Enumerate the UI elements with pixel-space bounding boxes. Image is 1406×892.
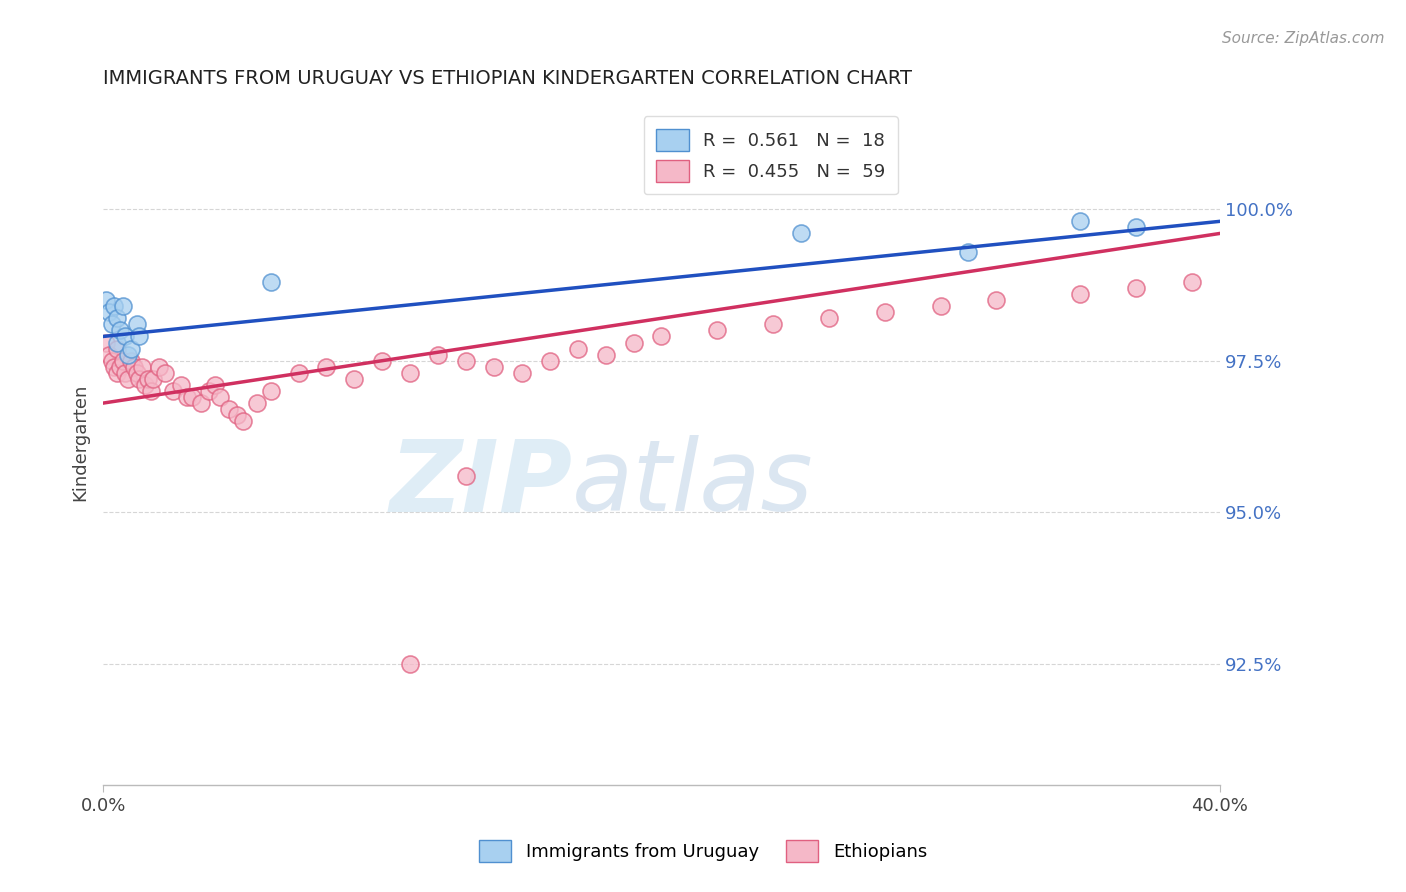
Point — [125, 318, 148, 332]
Point — [100, 353, 122, 368]
Point — [117, 372, 139, 386]
Legend: Immigrants from Uruguay, Ethiopians: Immigrants from Uruguay, Ethiopians — [471, 833, 935, 870]
Legend: R =  0.561   N =  18, R =  0.455   N =  59: R = 0.561 N = 18, R = 0.455 N = 59 — [644, 116, 898, 194]
Point — [136, 372, 159, 386]
Point — [103, 359, 125, 374]
Point — [117, 348, 139, 362]
Point — [706, 323, 728, 337]
Point — [287, 366, 309, 380]
Point — [125, 366, 148, 380]
Point — [94, 335, 117, 350]
Point — [226, 408, 249, 422]
Point — [153, 366, 176, 380]
Point — [170, 378, 193, 392]
Point — [510, 366, 533, 380]
Text: Source: ZipAtlas.com: Source: ZipAtlas.com — [1222, 31, 1385, 46]
Point — [595, 348, 617, 362]
Point — [343, 372, 366, 386]
Point — [105, 366, 128, 380]
Point — [873, 305, 896, 319]
Point — [128, 372, 150, 386]
Point — [957, 244, 980, 259]
Point — [209, 390, 232, 404]
Point — [114, 329, 136, 343]
Point — [131, 359, 153, 374]
Point — [790, 227, 813, 241]
Point — [762, 318, 785, 332]
Point — [111, 299, 134, 313]
Point — [97, 348, 120, 362]
Point — [181, 390, 204, 404]
Point — [103, 299, 125, 313]
Point — [97, 305, 120, 319]
Point — [162, 384, 184, 398]
Point — [232, 414, 254, 428]
Point — [427, 348, 450, 362]
Point — [105, 342, 128, 356]
Point — [482, 359, 505, 374]
Text: atlas: atlas — [572, 435, 814, 532]
Point — [100, 318, 122, 332]
Point — [218, 402, 240, 417]
Point — [204, 378, 226, 392]
Point — [986, 293, 1008, 307]
Point — [120, 353, 142, 368]
Point — [148, 359, 170, 374]
Point — [128, 329, 150, 343]
Point — [134, 378, 156, 392]
Point — [176, 390, 198, 404]
Point — [1069, 287, 1091, 301]
Point — [538, 353, 561, 368]
Text: ZIP: ZIP — [389, 435, 572, 532]
Point — [454, 353, 477, 368]
Point — [122, 359, 145, 374]
Point — [259, 384, 281, 398]
Point — [198, 384, 221, 398]
Point — [929, 299, 952, 313]
Point — [818, 311, 841, 326]
Point — [399, 366, 422, 380]
Point — [114, 366, 136, 380]
Point — [454, 468, 477, 483]
Point — [111, 353, 134, 368]
Point — [623, 335, 645, 350]
Point — [567, 342, 589, 356]
Point — [94, 293, 117, 307]
Point — [371, 353, 394, 368]
Point — [259, 275, 281, 289]
Point — [1125, 220, 1147, 235]
Point — [1181, 275, 1204, 289]
Point — [142, 372, 165, 386]
Point — [1069, 214, 1091, 228]
Point — [399, 657, 422, 671]
Point — [650, 329, 672, 343]
Point — [108, 359, 131, 374]
Point — [139, 384, 162, 398]
Point — [108, 323, 131, 337]
Point — [105, 311, 128, 326]
Point — [190, 396, 212, 410]
Y-axis label: Kindergarten: Kindergarten — [72, 384, 89, 501]
Point — [1125, 281, 1147, 295]
Point — [315, 359, 337, 374]
Point — [246, 396, 269, 410]
Text: IMMIGRANTS FROM URUGUAY VS ETHIOPIAN KINDERGARTEN CORRELATION CHART: IMMIGRANTS FROM URUGUAY VS ETHIOPIAN KIN… — [103, 69, 912, 87]
Point — [120, 342, 142, 356]
Point — [105, 335, 128, 350]
